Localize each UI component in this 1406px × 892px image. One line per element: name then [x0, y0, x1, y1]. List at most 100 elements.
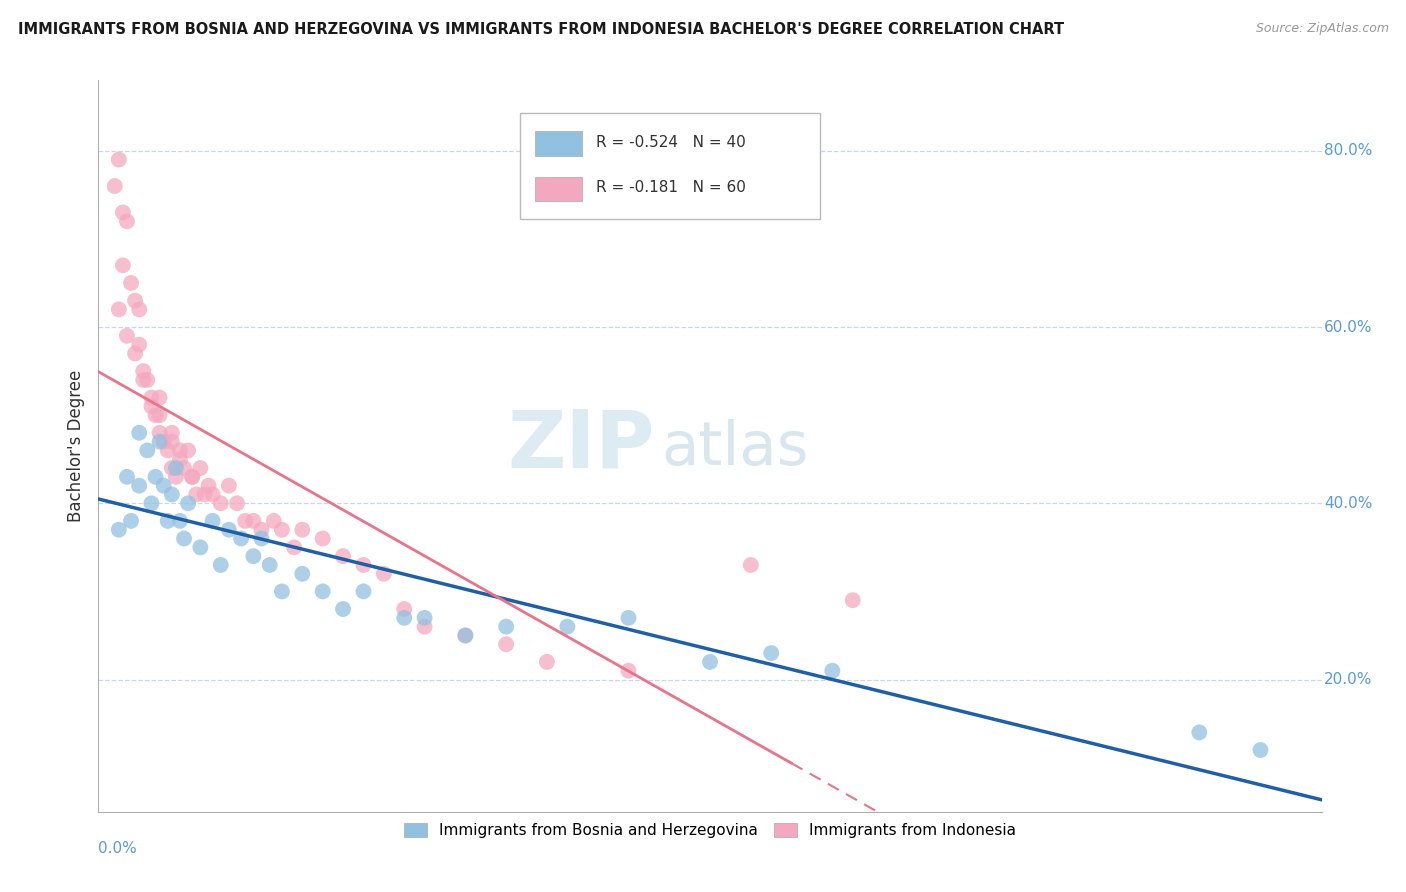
Point: [186, 487, 208, 501]
Point: [111, 258, 134, 272]
Point: [291, 523, 314, 537]
Text: IMMIGRANTS FROM BOSNIA AND HERZEGOVINA VS IMMIGRANTS FROM INDONESIA BACHELOR'S D: IMMIGRANTS FROM BOSNIA AND HERZEGOVINA V…: [18, 22, 1064, 37]
Point: [197, 478, 219, 492]
Point: [250, 532, 273, 546]
Point: [291, 566, 314, 581]
Point: [132, 364, 155, 378]
Point: [413, 611, 436, 625]
Point: [233, 514, 256, 528]
Point: [165, 470, 187, 484]
Point: [242, 549, 264, 563]
Point: [108, 302, 131, 317]
Point: [242, 514, 264, 528]
Point: [193, 487, 215, 501]
Point: [263, 514, 285, 528]
Point: [141, 400, 163, 414]
Point: [149, 434, 172, 449]
Point: [392, 602, 416, 616]
Point: [209, 496, 232, 510]
Point: [181, 470, 204, 484]
FancyBboxPatch shape: [536, 131, 582, 155]
Point: [312, 532, 335, 546]
Point: [152, 434, 174, 449]
FancyBboxPatch shape: [536, 177, 582, 201]
Point: [218, 478, 240, 492]
Point: [128, 425, 150, 440]
Point: [699, 655, 721, 669]
Point: [115, 470, 138, 484]
FancyBboxPatch shape: [520, 113, 820, 219]
Point: [108, 153, 131, 167]
Point: [124, 346, 146, 360]
Point: [188, 541, 212, 555]
Point: [332, 549, 354, 563]
Point: [165, 461, 187, 475]
Text: R = -0.181   N = 60: R = -0.181 N = 60: [596, 180, 747, 195]
Point: [128, 478, 150, 492]
Point: [413, 620, 436, 634]
Point: [283, 541, 305, 555]
Point: [617, 611, 640, 625]
Point: [181, 470, 204, 484]
Point: [120, 276, 142, 290]
Point: [201, 514, 224, 528]
Point: [617, 664, 640, 678]
Point: [160, 425, 183, 440]
Point: [120, 514, 142, 528]
Point: [841, 593, 863, 607]
Text: R = -0.524   N = 40: R = -0.524 N = 40: [596, 135, 747, 150]
Point: [169, 514, 191, 528]
Point: [124, 293, 146, 308]
Text: 80.0%: 80.0%: [1324, 144, 1372, 158]
Point: [104, 179, 127, 194]
Point: [226, 496, 249, 510]
Point: [495, 620, 517, 634]
Point: [173, 532, 195, 546]
Point: [373, 566, 395, 581]
Point: [111, 205, 134, 219]
Point: [128, 302, 150, 317]
Point: [536, 655, 558, 669]
Text: 60.0%: 60.0%: [1324, 319, 1372, 334]
Point: [392, 611, 416, 625]
Point: [152, 478, 174, 492]
Point: [173, 461, 195, 475]
Text: ZIP: ZIP: [508, 407, 655, 485]
Point: [332, 602, 354, 616]
Point: [156, 443, 179, 458]
Point: [209, 558, 232, 572]
Point: [821, 664, 844, 678]
Point: [177, 443, 200, 458]
Point: [270, 523, 294, 537]
Point: [188, 461, 212, 475]
Point: [160, 434, 183, 449]
Point: [740, 558, 762, 572]
Point: [555, 620, 579, 634]
Point: [160, 461, 183, 475]
Point: [115, 329, 138, 343]
Point: [141, 496, 163, 510]
Point: [454, 628, 477, 642]
Point: [115, 214, 138, 228]
Point: [169, 452, 191, 467]
Point: [1249, 743, 1271, 757]
Point: [136, 373, 159, 387]
Point: [160, 487, 183, 501]
Text: 20.0%: 20.0%: [1324, 672, 1372, 687]
Point: [761, 646, 783, 660]
Point: [169, 443, 191, 458]
Point: [177, 496, 200, 510]
Text: 40.0%: 40.0%: [1324, 496, 1372, 511]
Point: [454, 628, 477, 642]
Point: [128, 337, 150, 351]
Point: [201, 487, 224, 501]
Point: [156, 514, 179, 528]
Legend: Immigrants from Bosnia and Herzegovina, Immigrants from Indonesia: Immigrants from Bosnia and Herzegovina, …: [398, 817, 1022, 845]
Point: [1188, 725, 1211, 739]
Point: [250, 523, 273, 537]
Point: [352, 584, 374, 599]
Point: [352, 558, 374, 572]
Point: [141, 391, 163, 405]
Point: [218, 523, 240, 537]
Text: Source: ZipAtlas.com: Source: ZipAtlas.com: [1256, 22, 1389, 36]
